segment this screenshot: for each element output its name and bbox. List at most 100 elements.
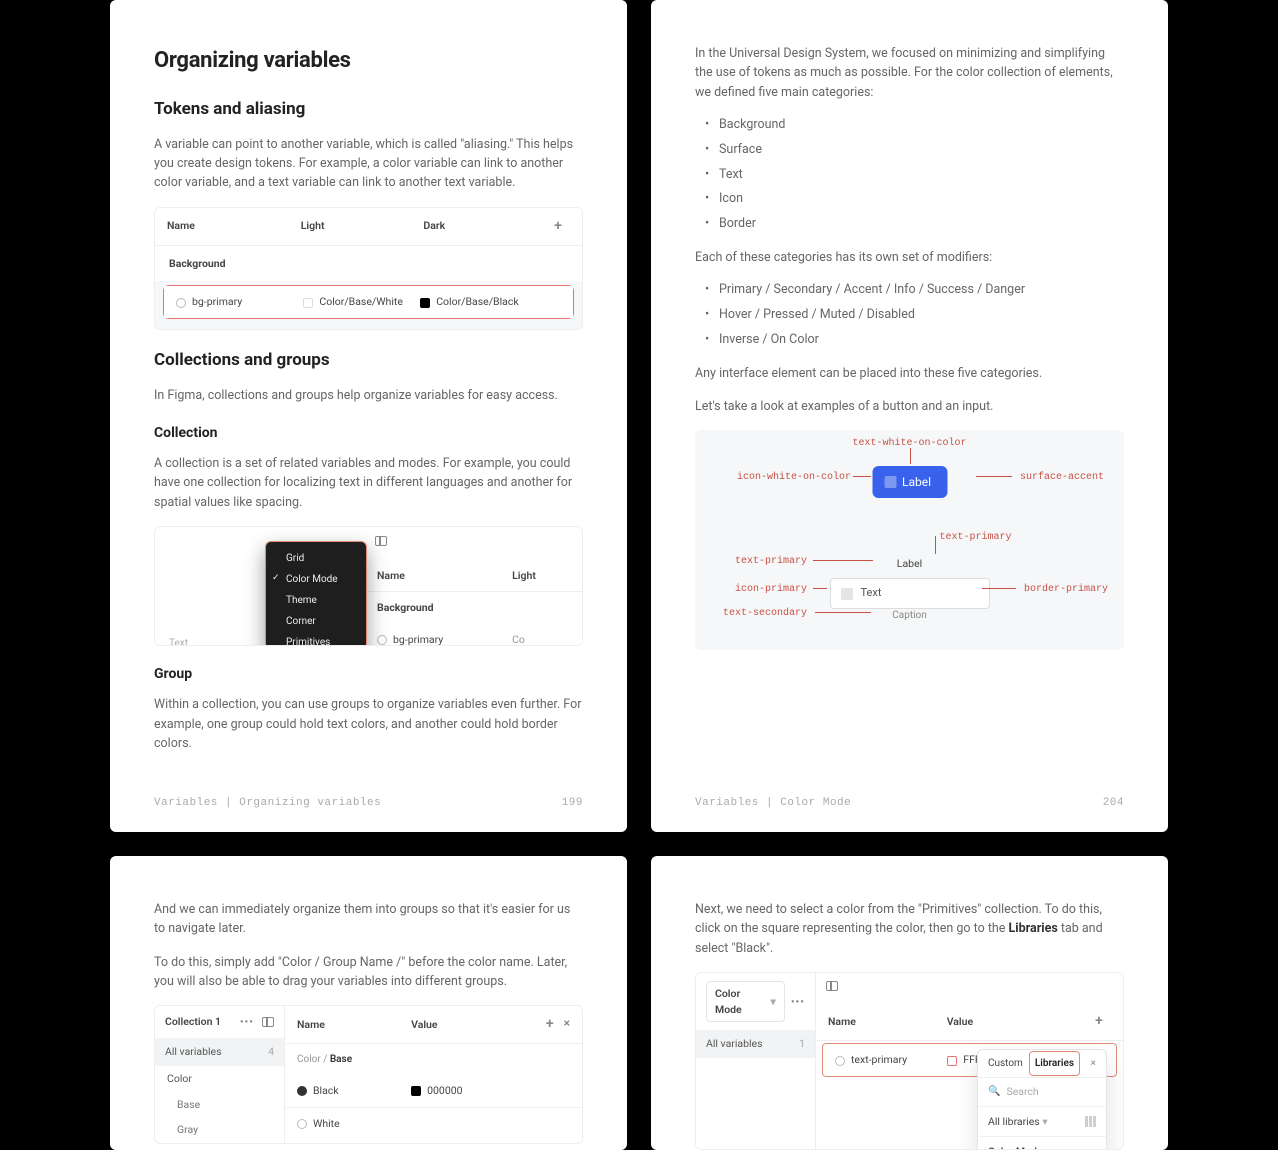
figure-collections: Grid Color Mode Theme Corner Primitives … <box>154 526 583 646</box>
tab-custom[interactable]: Custom <box>988 1056 1023 1071</box>
var-value-trunc: Co <box>512 632 570 646</box>
table-row[interactable]: Black 000000 <box>285 1075 582 1108</box>
collection-name[interactable]: Collection 1 <box>165 1014 221 1030</box>
sub-heading: Collection <box>154 423 583 444</box>
body-text: In Figma, collections and groups help or… <box>154 386 583 405</box>
footer-page-number: 204 <box>1103 795 1124 812</box>
table-row: bg-primary Co <box>365 624 582 646</box>
panel-icon[interactable] <box>826 981 838 991</box>
input-icon <box>841 588 853 600</box>
footer-page-number: 199 <box>562 795 583 812</box>
anno-text-primary: text-primary <box>940 530 1012 545</box>
list-item: Background <box>709 116 1124 135</box>
anno-line <box>982 588 1016 589</box>
col-dark: Dark <box>423 218 546 234</box>
modifier-list: Primary / Secondary / Accent / Info / Su… <box>709 281 1124 349</box>
section-heading: Collections and groups <box>154 348 583 374</box>
table-row[interactable]: White <box>285 1108 582 1140</box>
col-name: Name <box>828 1014 947 1030</box>
anno-line <box>976 476 1012 477</box>
tab-libraries[interactable]: Libraries <box>1035 1056 1074 1071</box>
sidebar-item[interactable]: Color <box>155 1066 284 1092</box>
page-groups: And we can immediately organize them int… <box>110 856 627 1150</box>
section-heading: Tokens and aliasing <box>154 97 583 123</box>
figure-alias-table: Name Light Dark + Background bg-primary … <box>154 207 583 331</box>
anno-line <box>815 612 871 613</box>
body-text: Each of these categories has its own set… <box>695 248 1124 267</box>
page-199: Organizing variables Tokens and aliasing… <box>110 0 627 832</box>
search-placeholder[interactable]: Search <box>1006 1084 1038 1100</box>
list-item: Surface <box>709 141 1124 160</box>
col-value: Value <box>411 1017 546 1033</box>
more-icon[interactable]: ••• <box>791 994 805 1010</box>
anno-line <box>813 588 827 589</box>
table-header: Name Light Dark + <box>155 208 582 246</box>
sidebar-all-variables[interactable]: All variables1 <box>696 1030 815 1058</box>
menu-item[interactable]: Primitives <box>266 632 366 646</box>
sidebar-item[interactable]: Base <box>155 1092 284 1118</box>
col-value: Value <box>947 1014 1087 1030</box>
list-item: Primary / Secondary / Accent / Info / Su… <box>709 281 1124 300</box>
list-item: Border <box>709 215 1124 234</box>
body-text: Any interface element can be placed into… <box>695 364 1124 383</box>
color-picker-popover[interactable]: Custom Libraries × 🔍 Search All librarie… <box>977 1049 1107 1150</box>
var-value: 000000 <box>427 1084 462 1097</box>
page-footer: Variables | Color Mode 204 <box>695 795 1124 812</box>
panel-icon[interactable] <box>262 1017 274 1027</box>
breadcrumb: Color / Base <box>285 1044 582 1075</box>
category-list: Background Surface Text Icon Border <box>709 116 1124 234</box>
menu-item[interactable]: Corner <box>266 611 366 632</box>
sidebar-all-variables[interactable]: All variables4 <box>155 1038 284 1066</box>
anno-line <box>813 560 873 561</box>
var-name: bg-primary <box>176 294 303 310</box>
list-item: Inverse / On Color <box>709 331 1124 350</box>
menu-item[interactable]: Grid <box>266 548 366 569</box>
close-icon[interactable]: × <box>1091 1056 1096 1071</box>
search-icon: 🔍 <box>988 1084 1000 1099</box>
menu-item-active[interactable]: Color Mode <box>266 569 366 590</box>
body-text: Let's take a look at examples of a butto… <box>695 397 1124 416</box>
footer-path: Variables | Color Mode <box>695 795 851 812</box>
group-label: Background <box>365 592 582 624</box>
menu-item[interactable]: Theme <box>266 590 366 611</box>
add-icon[interactable]: + <box>546 1014 554 1035</box>
mode-dropdown[interactable]: Color Mode▾ <box>706 981 785 1023</box>
anno-icon-primary: icon-primary <box>735 582 807 597</box>
body-text: A collection is a set of related variabl… <box>154 454 583 512</box>
input-placeholder: Text <box>861 585 882 602</box>
collection-sidebar: Collection 1 ••• All variables4 Color Ba… <box>155 1006 285 1143</box>
var-name: bg-primary <box>393 633 443 646</box>
variables-panel: Name Value + × Color / Base Black 000000 <box>285 1006 582 1143</box>
button-label: Label <box>902 473 931 491</box>
anno-line <box>853 476 871 477</box>
highlighted-row[interactable]: bg-primary Color/Base/White Color/Base/B… <box>163 285 574 319</box>
figure-token-diagram: text-white-on-color surface-accent icon-… <box>695 430 1124 650</box>
anno-border-primary: border-primary <box>1024 582 1108 597</box>
body-text: Within a collection, you can use groups … <box>154 695 583 753</box>
more-icon[interactable]: ••• <box>240 1014 254 1030</box>
sidebar-item[interactable]: Gray <box>155 1117 284 1143</box>
col-light: Light <box>301 218 424 234</box>
col-name: Name <box>167 218 301 234</box>
all-libraries-dropdown[interactable]: All libraries ▾ <box>988 1114 1048 1130</box>
input-caption: Caption <box>892 608 927 623</box>
panel-icon[interactable] <box>375 536 387 546</box>
anno-line <box>935 536 936 554</box>
add-column-icon[interactable]: + <box>546 216 570 237</box>
add-icon[interactable]: + <box>1087 1011 1111 1032</box>
anno-line <box>910 448 911 464</box>
figure-libraries: Color Mode▾ ••• All variables1 Name Valu… <box>695 972 1124 1150</box>
close-icon[interactable]: × <box>564 1014 570 1035</box>
collection-sidebar: Color Mode▾ ••• All variables1 <box>696 973 816 1149</box>
group-label: Background <box>155 246 582 282</box>
input-label: Label <box>897 556 922 572</box>
anno-surface-accent: surface-accent <box>1020 470 1104 485</box>
grid-view-icon[interactable] <box>1085 1116 1096 1127</box>
figure-groups: Collection 1 ••• All variables4 Color Ba… <box>154 1005 583 1144</box>
anno-text-secondary: text-secondary <box>723 606 807 621</box>
footer-path: Variables | Organizing variables <box>154 795 381 812</box>
body-text: Next, we need to select a color from the… <box>695 900 1124 958</box>
col-name: Name <box>377 568 512 584</box>
collection-menu[interactable]: Grid Color Mode Theme Corner Primitives <box>265 541 367 646</box>
body-text: In the Universal Design System, we focus… <box>695 44 1124 102</box>
